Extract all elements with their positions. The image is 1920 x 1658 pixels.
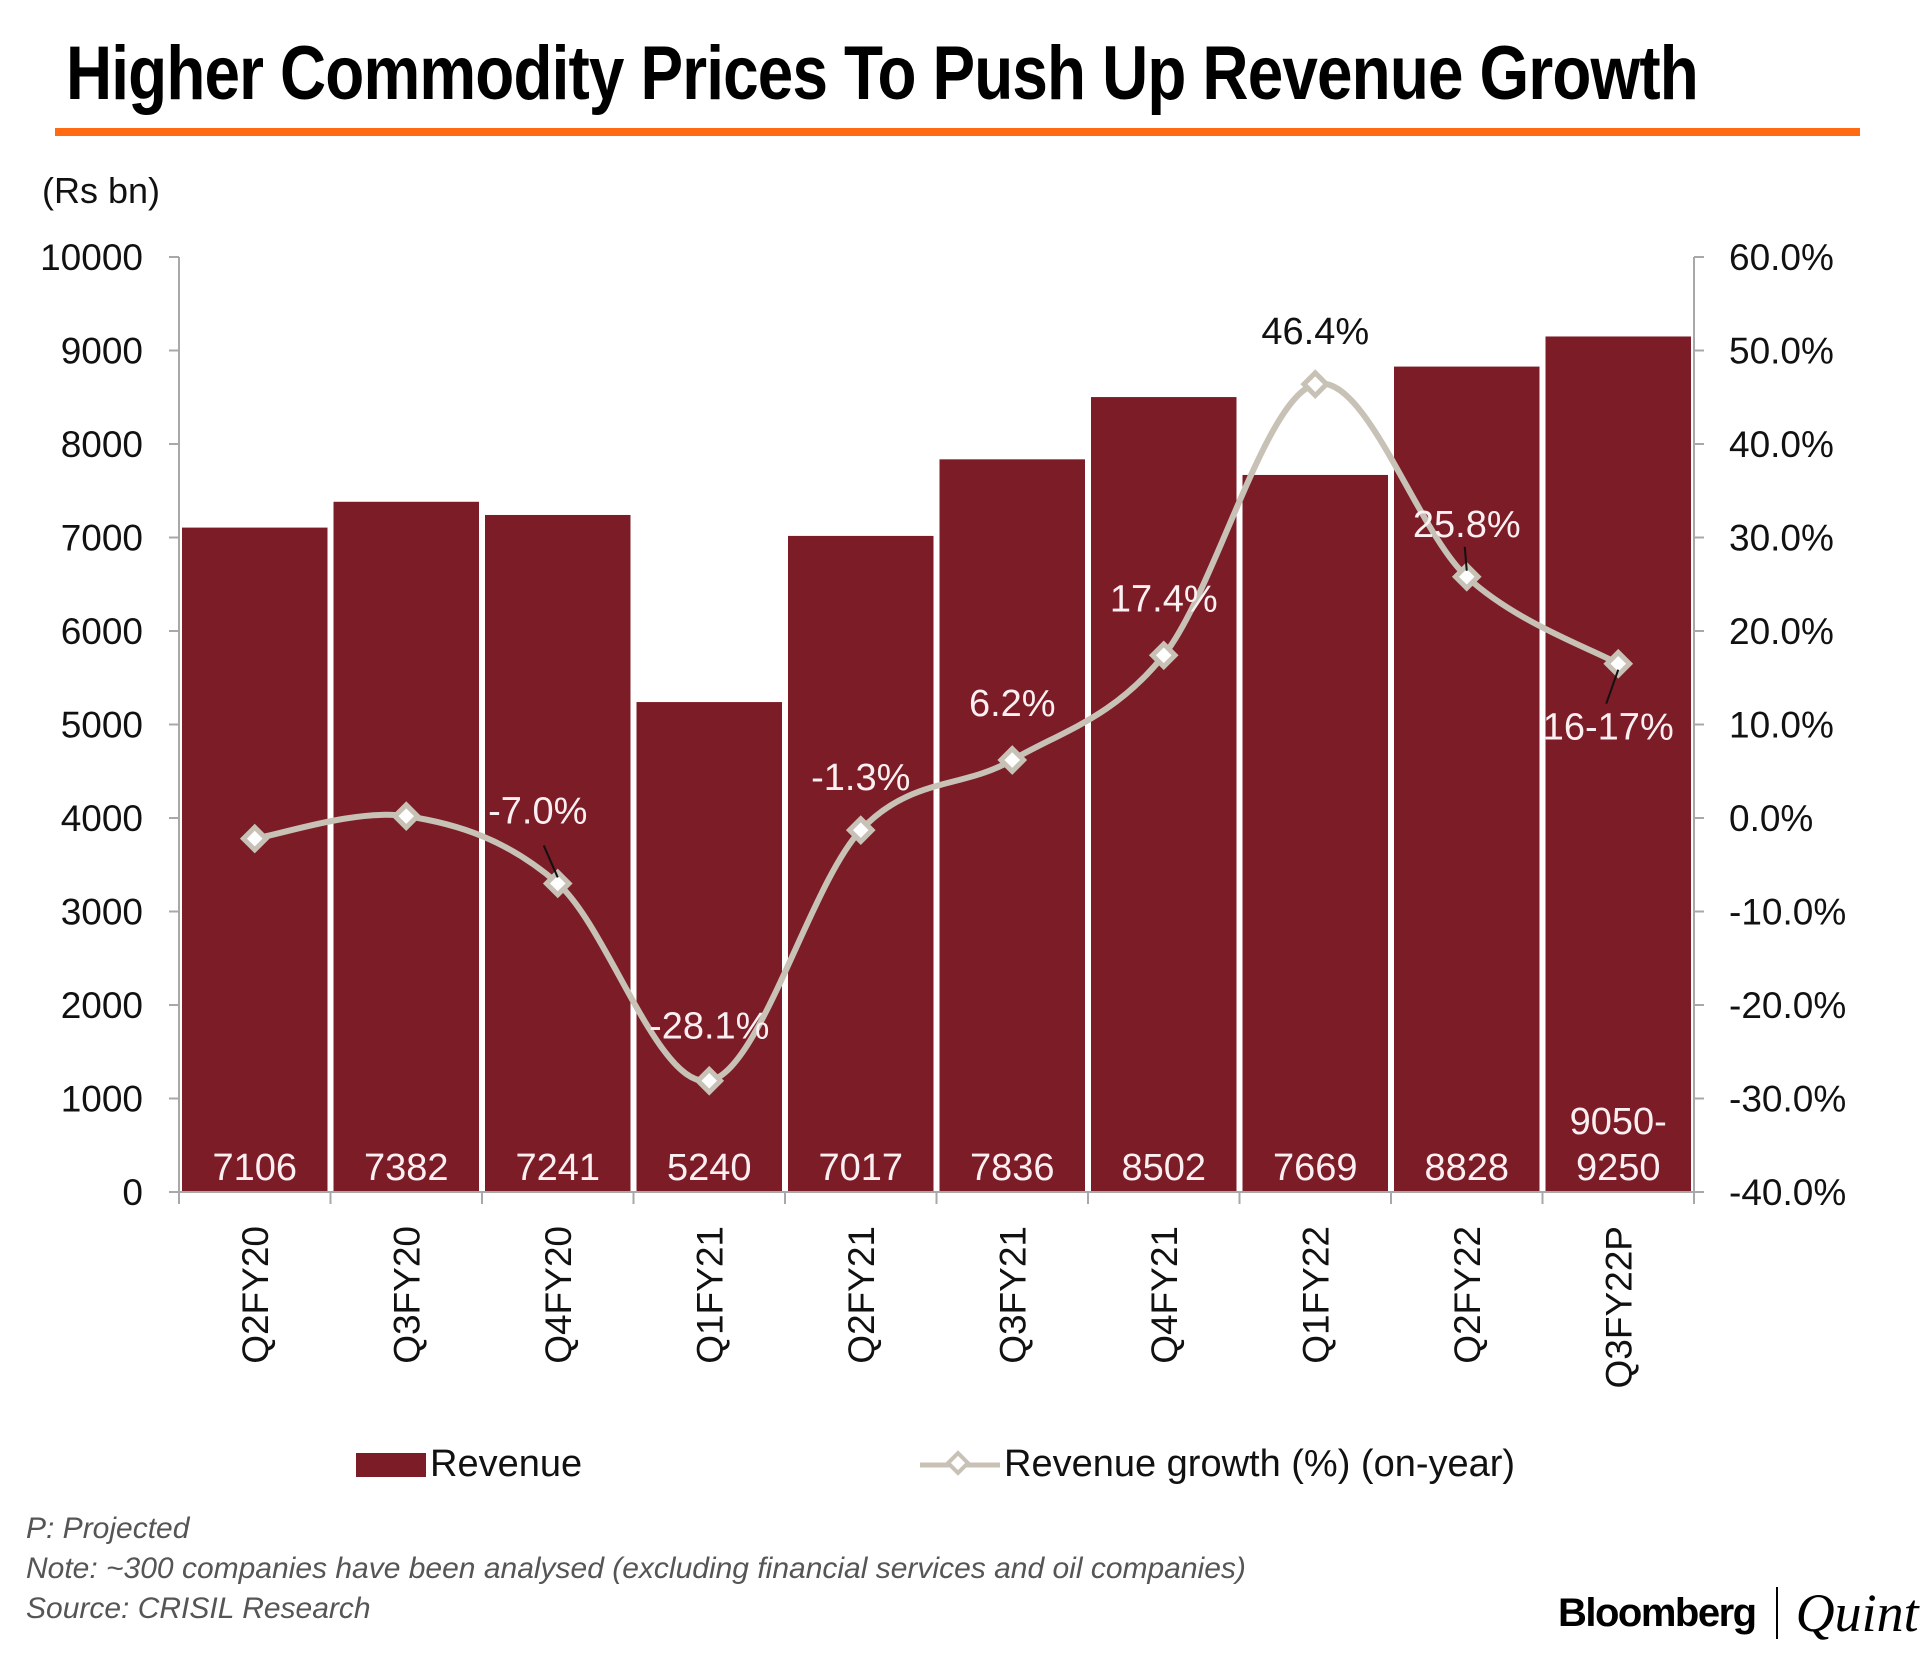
growth-value-label: -7.0%: [488, 790, 587, 832]
growth-marker: [542, 868, 573, 899]
legend-revenue-label: Revenue: [430, 1443, 583, 1485]
legend-item-revenue: Revenue: [356, 1443, 582, 1486]
chart-title: Higher Commodity Prices To Push Up Reven…: [66, 31, 1699, 116]
legend-bar-swatch: [356, 1452, 426, 1477]
y-axis-unit-label: (Rs bn): [42, 170, 161, 211]
left-axis-tick-label: 3000: [61, 892, 143, 933]
growth-marker: [845, 815, 876, 846]
data-labels-layer: 7106 7382 7241 5240 7017 7836 8502 7669 8828 9050…: [212, 311, 1673, 1189]
revenue-value-label: 7106: [212, 1147, 297, 1189]
growth-marker: [1148, 640, 1179, 671]
right-axis-tick-label: 20.0%: [1729, 611, 1834, 652]
revenue-value-label: 7241: [515, 1147, 600, 1189]
legend-item-growth: Revenue growth (%) (on-year): [918, 1443, 1515, 1486]
x-axis-category-label: Q1FY21: [689, 1226, 730, 1364]
revenue-value-label: 8502: [1121, 1147, 1206, 1189]
right-axis-tick-label: -20.0%: [1729, 985, 1846, 1026]
right-axis-tick-label: -40.0%: [1729, 1172, 1846, 1213]
growth-value-label: 16-17%: [1543, 707, 1674, 749]
right-axis-tick-label: 50.0%: [1729, 331, 1834, 372]
growth-marker: [1603, 648, 1634, 679]
left-axis-tick-label: 6000: [61, 611, 143, 652]
revenue-value-label: 7382: [364, 1147, 449, 1189]
bars-layer: [182, 336, 1691, 1193]
x-axis-category-label: Q3FY22P: [1598, 1226, 1639, 1388]
revenue-value-label: 7836: [970, 1147, 1055, 1189]
right-axis-tick-label: 0.0%: [1729, 798, 1813, 839]
revenue-bar: [1545, 336, 1691, 1193]
left-axis-tick-label: 9000: [61, 331, 143, 372]
growth-value-label: -1.3%: [811, 757, 910, 799]
footer-note: Note: ~300 companies have been analysed …: [26, 1552, 1246, 1585]
footer-projected-note: P: Projected: [26, 1512, 190, 1545]
x-axis-category-label: Q4FY21: [1144, 1226, 1185, 1364]
x-axis-category-label: Q2FY21: [841, 1226, 882, 1364]
revenue-bar: [182, 527, 328, 1192]
growth-value-label: 25.8%: [1413, 504, 1521, 546]
chart-canvas: 0 1000 2000 3000 4000 5000 6000 7000 8000 9000 100…: [40, 237, 1846, 1388]
x-axis-category-label: Q3FY20: [386, 1226, 427, 1364]
revenue-bar: [939, 459, 1085, 1193]
growth-marker: [1451, 561, 1482, 592]
right-axis-tick-label: 30.0%: [1729, 518, 1834, 559]
revenue-value-label: 9050-: [1570, 1101, 1667, 1143]
label-leader-line: [542, 845, 559, 878]
growth-value-label: 6.2%: [969, 683, 1056, 725]
x-axis-category-label: Q4FY20: [538, 1226, 579, 1364]
revenue-bar: [1394, 366, 1540, 1192]
x-axis-category-label: Q1FY22: [1295, 1226, 1336, 1364]
right-axis-tick-label: 60.0%: [1729, 237, 1834, 278]
legend-line-diamond-icon: [920, 1449, 1000, 1476]
revenue-bar: [636, 702, 782, 1192]
brand-bloomberg: Bloomberg: [1558, 1590, 1757, 1635]
brand-divider: [1775, 1587, 1778, 1639]
x-axis-category-label: Q2FY22: [1447, 1226, 1488, 1364]
footer-source: Source: CRISIL Research: [26, 1592, 371, 1625]
left-axis-tick-label: 8000: [61, 424, 143, 465]
right-axis-tick-label: -30.0%: [1729, 1079, 1846, 1120]
right-axis-tick-label: 10.0%: [1729, 705, 1834, 746]
legend-growth-label: Revenue growth (%) (on-year): [1004, 1443, 1516, 1485]
growth-value-label: -28.1%: [649, 1006, 769, 1048]
revenue-bar: [485, 514, 631, 1192]
revenue-bar: [1091, 397, 1237, 1192]
left-axis-tick-label: 10000: [40, 237, 143, 278]
growth-marker: [1300, 369, 1331, 400]
revenue-value-label: 9250: [1576, 1147, 1661, 1189]
revenue-value-label: 8828: [1424, 1147, 1509, 1189]
right-axis-tick-label: 40.0%: [1729, 424, 1834, 465]
revenue-value-label: 5240: [667, 1147, 752, 1189]
left-axis-tick-label: 1000: [61, 1079, 143, 1120]
left-axis-tick-label: 4000: [61, 798, 143, 839]
label-leader-line: [1605, 669, 1620, 705]
growth-value-label: 46.4%: [1261, 311, 1369, 353]
x-axis-category-label: Q2FY20: [235, 1226, 276, 1364]
growth-line: [251, 380, 1622, 1084]
growth-marker: [239, 823, 270, 854]
label-leader-line: [1463, 546, 1468, 571]
revenue-value-label: 7669: [1273, 1147, 1358, 1189]
left-axis-tick-label: 7000: [61, 518, 143, 559]
axes-layer: 0 1000 2000 3000 4000 5000 6000 7000 8000 9000 100…: [40, 237, 1846, 1388]
left-axis-tick-label: 0: [122, 1172, 143, 1213]
left-axis-tick-label: 5000: [61, 705, 143, 746]
title-underline: [55, 128, 1860, 136]
brand-quint: Quint: [1795, 1583, 1919, 1643]
revenue-value-label: 7017: [818, 1147, 903, 1189]
x-axis-category-label: Q3FY21: [992, 1226, 1033, 1364]
brand-logo: Bloomberg Quint: [1558, 1583, 1919, 1643]
revenue-bar: [333, 501, 479, 1193]
right-axis-tick-label: -10.0%: [1729, 892, 1846, 933]
growth-marker: [391, 801, 422, 831]
revenue-bar: [1242, 474, 1388, 1192]
growth-marker: [694, 1065, 725, 1096]
growth-marker: [997, 745, 1028, 775]
growth-value-label: 17.4%: [1110, 578, 1218, 620]
growth-line-layer: [239, 369, 1634, 1096]
revenue-bar: [788, 535, 934, 1192]
left-axis-tick-label: 2000: [61, 985, 143, 1026]
